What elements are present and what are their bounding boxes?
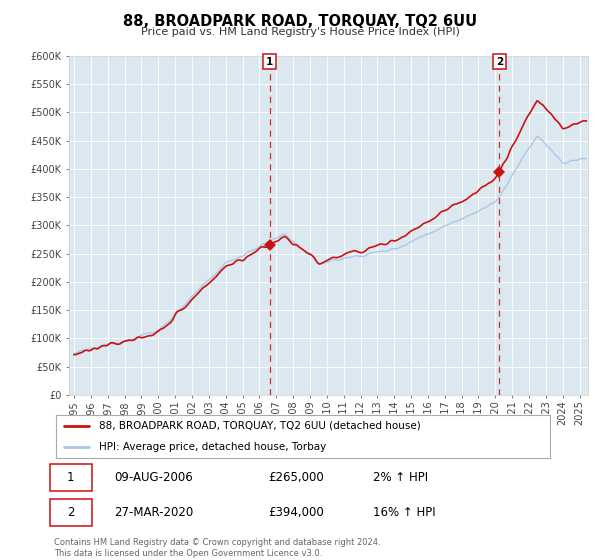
Text: Price paid vs. HM Land Registry's House Price Index (HPI): Price paid vs. HM Land Registry's House …: [140, 27, 460, 37]
Text: 2: 2: [496, 57, 503, 67]
Text: 16% ↑ HPI: 16% ↑ HPI: [373, 506, 436, 519]
Text: 2% ↑ HPI: 2% ↑ HPI: [373, 471, 428, 484]
FancyBboxPatch shape: [50, 464, 92, 491]
Text: 1: 1: [67, 471, 74, 484]
Text: 88, BROADPARK ROAD, TORQUAY, TQ2 6UU (detached house): 88, BROADPARK ROAD, TORQUAY, TQ2 6UU (de…: [99, 421, 421, 431]
Text: HPI: Average price, detached house, Torbay: HPI: Average price, detached house, Torb…: [99, 442, 326, 452]
Text: Contains HM Land Registry data © Crown copyright and database right 2024.
This d: Contains HM Land Registry data © Crown c…: [54, 538, 380, 558]
Text: £394,000: £394,000: [268, 506, 324, 519]
Text: 09-AUG-2006: 09-AUG-2006: [114, 471, 193, 484]
FancyBboxPatch shape: [50, 499, 92, 526]
Text: 1: 1: [266, 57, 273, 67]
Text: 27-MAR-2020: 27-MAR-2020: [114, 506, 193, 519]
FancyBboxPatch shape: [56, 415, 550, 458]
Text: £265,000: £265,000: [268, 471, 324, 484]
Text: 88, BROADPARK ROAD, TORQUAY, TQ2 6UU: 88, BROADPARK ROAD, TORQUAY, TQ2 6UU: [123, 14, 477, 29]
Text: 2: 2: [67, 506, 74, 519]
